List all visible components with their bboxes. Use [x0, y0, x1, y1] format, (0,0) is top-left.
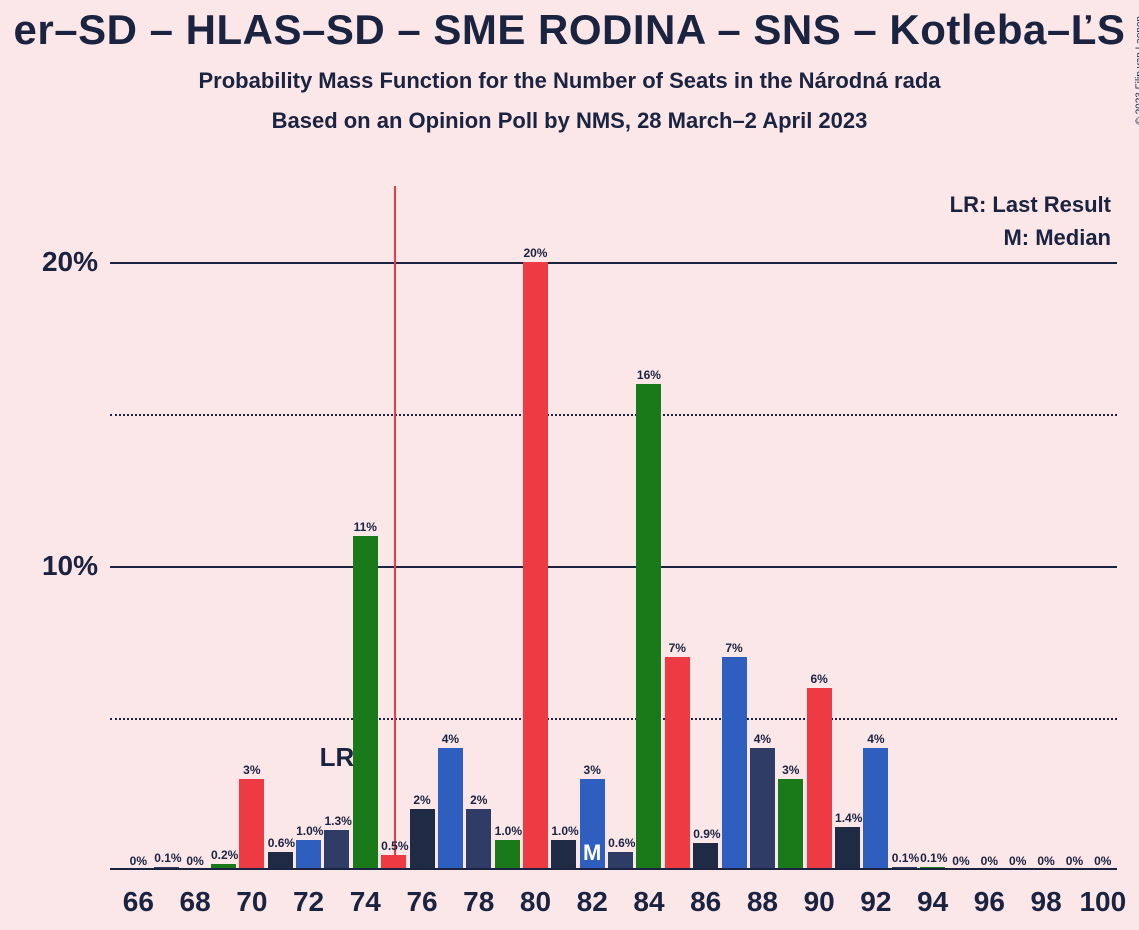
bar-label: 4%	[863, 732, 888, 746]
x-tick-label: 88	[747, 886, 778, 918]
bar: 3%	[239, 779, 264, 870]
x-tick-label: 72	[293, 886, 324, 918]
bar-label: 1.4%	[835, 811, 860, 825]
bar-label: 0.1%	[154, 851, 179, 865]
x-tick-label: 76	[406, 886, 437, 918]
bar: 4%	[438, 748, 463, 870]
x-tick-label: 98	[1031, 886, 1062, 918]
bar-label: 1.0%	[296, 824, 321, 838]
bar-label: 0.6%	[608, 836, 633, 850]
bar-label: 4%	[750, 732, 775, 746]
chart-area: LR: Last Result M: Median 0%0.1%0%0.2%3%…	[0, 171, 1139, 930]
x-tick-label: 84	[633, 886, 664, 918]
bar-label: 0%	[126, 854, 151, 868]
x-tick-label: 70	[236, 886, 267, 918]
x-tick-label: 100	[1079, 886, 1126, 918]
lr-marker: LR	[320, 742, 355, 773]
bar: 4%	[750, 748, 775, 870]
y-tick-label: 20%	[42, 246, 98, 278]
x-tick-label: 74	[350, 886, 381, 918]
bar: 20%	[523, 262, 548, 870]
bar-label: 3%	[778, 763, 803, 777]
bar: 1.0%	[296, 840, 321, 870]
bar: 2%	[466, 809, 491, 870]
bar: 0.9%	[693, 843, 718, 870]
x-axis-labels: 6668707274767880828486889092949698100	[110, 875, 1117, 930]
bar-label: 0%	[1090, 854, 1115, 868]
x-tick-label: 96	[974, 886, 1005, 918]
bar-label: 3%	[239, 763, 264, 777]
bar-label: 0%	[1005, 854, 1030, 868]
bar: 7%	[665, 657, 690, 870]
x-axis-line	[110, 868, 1117, 870]
x-tick-label: 66	[123, 886, 154, 918]
bar: 3%	[778, 779, 803, 870]
bar-label: 7%	[665, 641, 690, 655]
bar-label: 0.2%	[211, 848, 236, 862]
bar: 7%	[722, 657, 747, 870]
bar-label: 0.1%	[920, 851, 945, 865]
bar-label: 2%	[466, 793, 491, 807]
bar-label: 2%	[410, 793, 435, 807]
x-tick-label: 92	[860, 886, 891, 918]
bar-label: 20%	[523, 246, 548, 260]
x-tick-label: 68	[180, 886, 211, 918]
plot-area: LR: Last Result M: Median 0%0.1%0%0.2%3%…	[110, 186, 1117, 870]
bar-label: 4%	[438, 732, 463, 746]
bar: 4%	[863, 748, 888, 870]
bar-label: 3%	[580, 763, 605, 777]
bar-label: 0.9%	[693, 827, 718, 841]
copyright-text: © 2023 Filip van Laenen	[1135, 16, 1139, 125]
bar: 11%	[353, 536, 378, 870]
bar-label: 1.3%	[324, 814, 349, 828]
bar-label: 0%	[1062, 854, 1087, 868]
bar: 1.0%	[551, 840, 576, 870]
bar: 1.3%	[324, 830, 349, 870]
bar-label: 0%	[183, 854, 208, 868]
bar-label: 1.0%	[551, 824, 576, 838]
x-tick-label: 82	[577, 886, 608, 918]
bar-label: 0%	[949, 854, 974, 868]
bar-label: 0.5%	[381, 839, 406, 853]
bar-label: 7%	[722, 641, 747, 655]
chart-subtitle: Probability Mass Function for the Number…	[0, 68, 1139, 94]
x-tick-label: 78	[463, 886, 494, 918]
bar: 1.0%	[495, 840, 520, 870]
bar: 2%	[410, 809, 435, 870]
median-marker: M	[583, 840, 601, 866]
chart-subtitle-2: Based on an Opinion Poll by NMS, 28 Marc…	[0, 108, 1139, 134]
bar-label: 0.6%	[268, 836, 293, 850]
bar-label: 16%	[636, 368, 661, 382]
bar-label: 0%	[977, 854, 1002, 868]
bar-label: 11%	[353, 520, 378, 534]
x-tick-label: 90	[804, 886, 835, 918]
bar-label: 0%	[1034, 854, 1059, 868]
bars-container: 0%0.1%0%0.2%3%0.6%1.0%1.3%11%0.5%2%4%2%1…	[110, 186, 1117, 870]
bar-label: 1.0%	[495, 824, 520, 838]
x-tick-label: 86	[690, 886, 721, 918]
bar: 6%	[807, 688, 832, 870]
x-tick-label: 94	[917, 886, 948, 918]
bar: 16%	[636, 384, 661, 870]
bar-label: 6%	[807, 672, 832, 686]
x-tick-label: 80	[520, 886, 551, 918]
bar: 1.4%	[835, 827, 860, 870]
bar-label: 0.1%	[892, 851, 917, 865]
chart-title: er–SD – HLAS–SD – SME RODINA – SNS – Kot…	[0, 6, 1139, 54]
y-tick-label: 10%	[42, 550, 98, 582]
